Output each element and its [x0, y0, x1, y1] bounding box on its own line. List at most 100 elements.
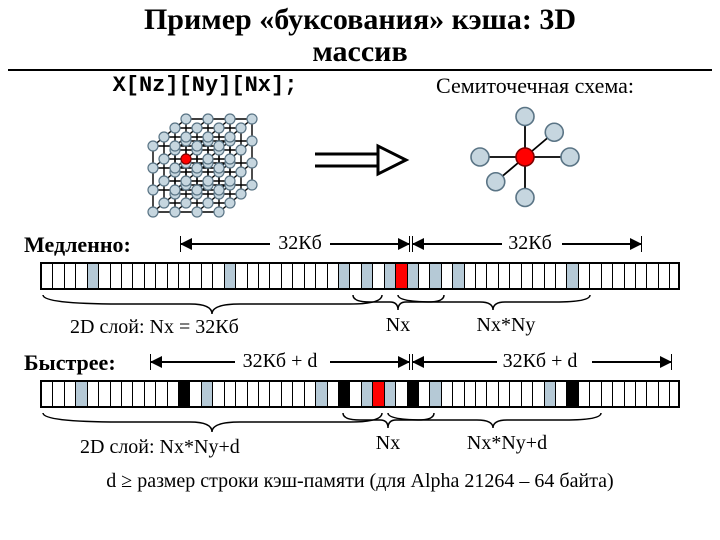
stencil-holder — [420, 92, 630, 227]
memory-cell — [65, 382, 76, 406]
slow-annot-nxny: Nx*Ny — [466, 314, 546, 337]
memory-cell — [385, 382, 396, 406]
memory-cell — [111, 382, 122, 406]
memory-cell — [179, 264, 190, 288]
memory-cell — [65, 264, 76, 288]
memory-cell — [145, 264, 156, 288]
title-underline — [8, 69, 712, 71]
memory-cell — [236, 264, 247, 288]
memory-cell — [659, 264, 670, 288]
memory-cell — [213, 382, 224, 406]
memory-cell — [373, 382, 384, 406]
memory-cell — [99, 264, 110, 288]
memory-cell — [499, 264, 510, 288]
fast-label: Быстрее: — [24, 350, 116, 376]
fast-annot-nxny-d: Nx*Ny+d — [452, 432, 562, 455]
memory-cell — [122, 382, 133, 406]
memory-cell — [670, 264, 681, 288]
memory-cell — [202, 264, 213, 288]
memory-cell — [602, 264, 613, 288]
fast-slice-note: 2D слой: Nx*Ny+d — [80, 436, 240, 459]
memory-cell — [99, 382, 110, 406]
memory-cell — [670, 382, 681, 406]
memory-cell — [190, 382, 201, 406]
memory-cell — [225, 382, 236, 406]
memory-cell — [168, 264, 179, 288]
memory-cell — [590, 382, 601, 406]
slow-label: Медленно: — [24, 232, 131, 258]
memory-cell — [213, 264, 224, 288]
memory-cell — [385, 264, 396, 288]
slow-measure-right: 32Кб — [490, 232, 570, 255]
memory-cell — [145, 382, 156, 406]
memory-cell — [270, 382, 281, 406]
memory-cell — [579, 264, 590, 288]
memory-cell — [647, 264, 658, 288]
memory-cell — [613, 264, 624, 288]
memory-cell — [556, 382, 567, 406]
arrow-icon — [310, 140, 410, 180]
memory-cell — [248, 264, 259, 288]
page-title: Пример «буксования» кэша: 3D массив — [0, 0, 720, 69]
memory-cell — [545, 382, 556, 406]
memory-cell — [133, 382, 144, 406]
memory-cell — [567, 264, 578, 288]
memory-cell — [88, 264, 99, 288]
memory-cell — [396, 382, 407, 406]
memory-cell — [602, 382, 613, 406]
memory-cell — [487, 264, 498, 288]
memory-cell — [362, 264, 373, 288]
memory-cell — [362, 382, 373, 406]
memory-cell — [533, 382, 544, 406]
memory-cell — [156, 382, 167, 406]
memory-cell — [625, 264, 636, 288]
memory-cell — [465, 382, 476, 406]
memory-cell — [236, 382, 247, 406]
memory-cell — [305, 382, 316, 406]
memory-cell — [476, 382, 487, 406]
memory-cell — [567, 382, 578, 406]
memory-cell — [53, 264, 64, 288]
memory-cell — [316, 382, 327, 406]
memory-cell — [168, 382, 179, 406]
memory-cell — [316, 264, 327, 288]
cube-diagram — [125, 104, 285, 234]
memory-cell — [156, 264, 167, 288]
memory-cell — [202, 382, 213, 406]
memory-cell — [328, 264, 339, 288]
memory-cell — [293, 382, 304, 406]
memory-cell — [225, 264, 236, 288]
memory-cell — [430, 382, 441, 406]
memory-cell — [179, 382, 190, 406]
memory-cell — [122, 264, 133, 288]
memory-cell — [545, 264, 556, 288]
memory-cell — [339, 264, 350, 288]
memory-cell — [647, 382, 658, 406]
footer-note: d ≥ размер строки кэш-памяти (для Alpha … — [0, 470, 720, 493]
memory-cell — [522, 382, 533, 406]
memory-cell — [259, 264, 270, 288]
memory-cell — [270, 264, 281, 288]
memory-cell — [556, 264, 567, 288]
memory-cell — [350, 382, 361, 406]
title-line1: Пример «буксования» кэша: 3D — [144, 3, 576, 36]
memory-cell — [76, 382, 87, 406]
memory-cell — [339, 382, 350, 406]
memory-cell — [453, 264, 464, 288]
memory-cell — [373, 264, 384, 288]
arrow-holder — [310, 140, 410, 185]
memory-cell — [42, 264, 53, 288]
slow-memory-band — [40, 262, 680, 290]
memory-cell — [442, 382, 453, 406]
memory-cell — [659, 382, 670, 406]
memory-cell — [133, 264, 144, 288]
memory-cell — [111, 264, 122, 288]
memory-cell — [636, 382, 647, 406]
memory-cell — [579, 382, 590, 406]
memory-cell — [510, 264, 521, 288]
memory-cell — [88, 382, 99, 406]
memory-cell — [625, 382, 636, 406]
memory-cell — [350, 264, 361, 288]
memory-cell — [248, 382, 259, 406]
memory-cell — [499, 382, 510, 406]
